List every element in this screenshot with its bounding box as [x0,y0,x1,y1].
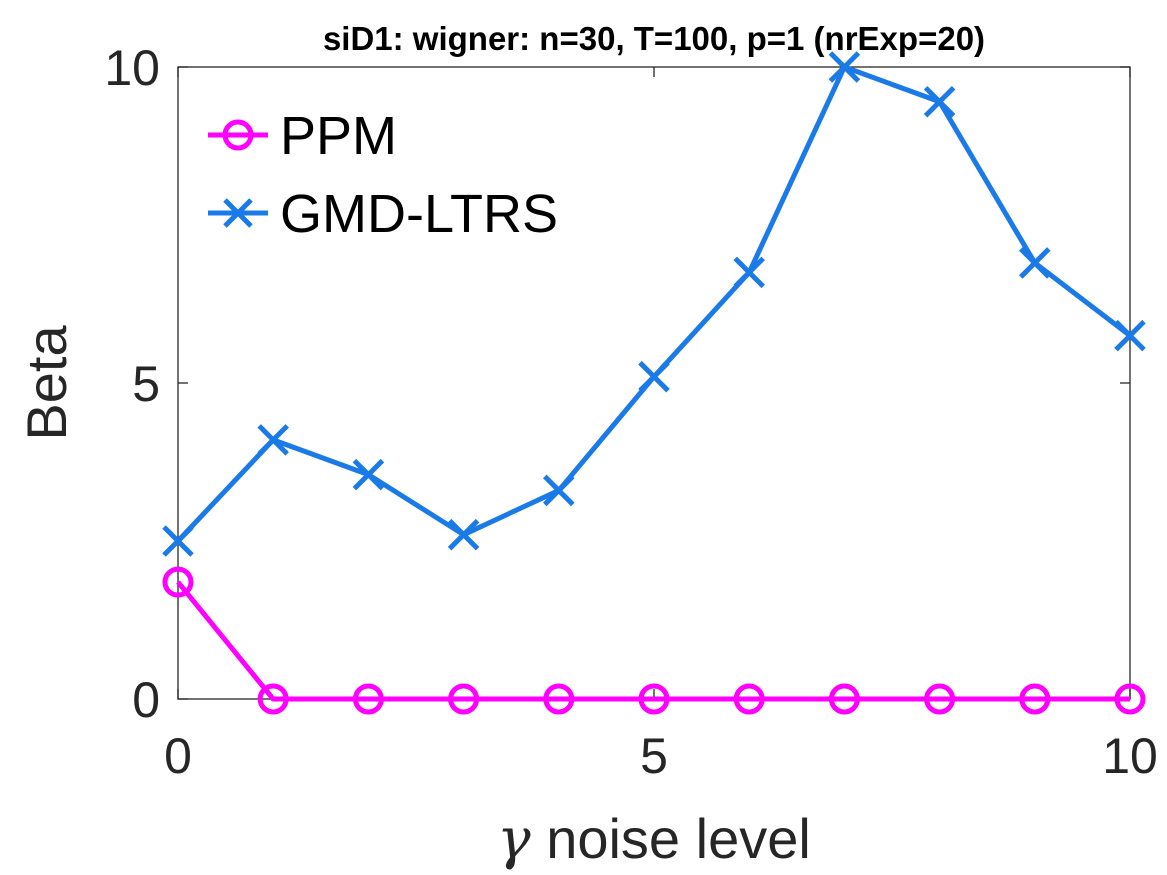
data-point-ppm [162,566,194,598]
x-axis-label: γ noise level [497,807,811,872]
series-layer [162,51,1146,715]
series-gmd-ltrs [162,51,1146,557]
data-point-gmd-ltrs [1019,247,1051,279]
y-tick-label-0: 0 [132,672,160,728]
data-point-gmd-ltrs [352,458,385,491]
data-point-ppm [257,683,289,715]
data-point-ppm [352,683,384,715]
legend-label-ppm: PPM [280,106,397,166]
data-point-ppm [1019,683,1051,715]
legend-marker-ppm [222,119,254,151]
x-tick-label-5: 5 [640,728,668,784]
data-point-gmd-ltrs [1114,319,1146,352]
x-tick-label-10: 10 [1102,728,1158,784]
data-point-gmd-ltrs [447,518,480,551]
data-point-ppm [448,683,480,715]
legend-label-gmd-ltrs: GMD-LTRS [280,184,558,244]
data-point-gmd-ltrs [257,424,289,456]
data-point-ppm [638,683,670,715]
series-line-ppm [176,580,1130,702]
legend: PPM GMD-LTRS [208,106,558,244]
data-point-ppm [924,683,956,715]
y-tick-label-5: 5 [132,356,160,412]
axis-ticks [177,66,1131,700]
x-tick-label-0: 0 [164,728,192,784]
data-point-ppm [733,683,765,715]
plot-area [177,66,1131,700]
legend-marker-gmd-ltrs [223,198,253,228]
data-point-gmd-ltrs [733,256,765,289]
series-ppm [162,566,1146,715]
data-point-ppm [1114,683,1146,715]
y-axis-label: Beta [15,325,78,441]
data-point-gmd-ltrs [638,360,670,393]
y-tick-label-10: 10 [104,40,160,96]
data-point-gmd-ltrs [162,525,194,557]
data-point-ppm [543,683,575,715]
chart-title: siD1: wigner: n=30, T=100, p=1 (nrExp=20… [323,20,985,57]
data-point-ppm [828,683,860,715]
x-axis-label-symbol: γ [497,807,531,872]
data-point-gmd-ltrs [543,474,575,507]
x-axis-label-text: noise level [546,807,811,870]
data-point-gmd-ltrs [828,51,861,83]
data-point-gmd-ltrs [923,85,956,118]
